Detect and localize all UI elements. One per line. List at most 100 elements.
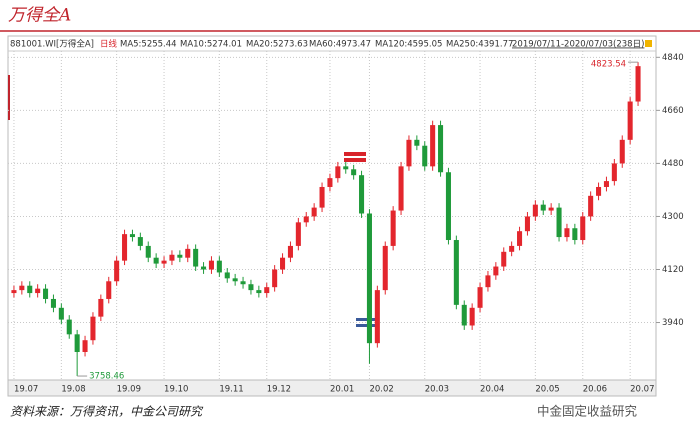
annotation: 3758.46 [89,372,124,382]
candle-body [58,307,64,320]
candle-body [414,139,420,146]
candle-body [43,288,49,299]
candle-body [635,66,641,102]
candle-body [390,210,396,246]
candle-body [35,288,41,294]
y-tick-label: 3940 [662,318,684,328]
candle-body [303,216,309,223]
marker [344,158,366,162]
candle-body [319,186,325,208]
chart-title: 万得全A [8,6,71,26]
x-tick-label: 20.01 [330,385,354,395]
candle-body [477,287,483,308]
x-tick-label: 19.12 [267,385,291,395]
candle-body [524,216,530,232]
candle-body [351,169,357,176]
x-tick-label: 20.05 [535,385,559,395]
candle-body [19,285,25,291]
candle-body [311,207,317,217]
annotation: 4823.54 [591,60,626,70]
candle-body [580,216,586,241]
candle-body [588,195,594,217]
candle-body [185,248,191,258]
candle-body [532,204,538,217]
candle-body [438,125,444,173]
candle-body [540,204,546,211]
candle-body [193,248,199,267]
x-tick-label: 19.07 [14,385,38,395]
candle-body [90,316,96,341]
candle-body [445,172,451,241]
y-tick-label: 4120 [662,265,684,275]
header-item: [万得全A] [56,39,94,50]
candle-body [208,260,214,270]
candle-body [422,145,428,167]
candle-body [27,285,33,294]
candle-body [11,290,17,294]
candle-body [343,166,349,170]
header-item: MA10:5274.01 [180,40,242,50]
header-item: 日线 [100,39,118,50]
candle-body [493,266,499,276]
candle-body [627,101,633,140]
candle-body [327,178,333,187]
candle-body [611,163,617,182]
candle-body [596,186,602,196]
marker [344,152,366,156]
candle-body [572,228,578,241]
source: 资料来源：万得资讯，中金公司研究 [10,405,204,419]
candle-body [430,125,436,167]
x-tick-label: 19.10 [164,385,188,395]
candle-body [256,290,262,294]
candle-body [382,245,388,291]
x-tick-label: 20.04 [480,385,504,395]
candle-body [224,272,230,279]
candle-body [201,266,207,270]
candle-body [517,231,523,246]
y-tick-label: 4840 [662,53,684,63]
candle-body [129,234,135,238]
candle-body [66,319,72,335]
candle-body [461,304,467,326]
header-item: MA20:5273.63 [246,40,308,50]
candle-body [122,234,128,261]
candle-body [98,298,104,317]
header-item: MA5:5255.44 [120,40,177,50]
x-tick-label: 20.02 [369,385,393,395]
candle-body [335,166,341,179]
candle-body [366,213,372,344]
candle-body [501,251,507,267]
candle-body [216,260,222,273]
candle-body [398,166,404,211]
y-tick-label: 4480 [662,159,684,169]
y-tick-label: 4300 [662,212,684,222]
candle-body [509,245,515,252]
candle-body [74,334,80,353]
watermark: 中金固定收益研究 [537,404,638,419]
candle-body [469,307,475,326]
candle-body [359,175,365,214]
candle-body [485,275,491,288]
candle-body [564,228,570,238]
candle-body [374,290,380,344]
candle-body [240,281,246,285]
y-tick-label: 4660 [662,106,684,116]
candle-body [232,278,238,282]
x-tick-label: 19.08 [61,385,85,395]
date-range: 2019/07/11-2020/07/03(238日) [512,40,644,50]
x-axis-band [7,379,657,397]
header-item: MA250:4391.77 [446,40,513,50]
candle-body [106,281,112,299]
header-item: MA120:4595.05 [375,40,442,50]
candle-body [556,207,562,238]
x-tick-label: 20.03 [425,385,449,395]
x-tick-label: 19.11 [219,385,243,395]
header-item: 881001.WI [10,40,56,50]
candle-body [153,257,159,264]
candle-body [248,284,254,291]
candle-body [295,222,301,246]
x-tick-label: 20.07 [630,385,654,395]
x-tick-label: 20.06 [583,385,607,395]
candle-body [169,254,175,261]
